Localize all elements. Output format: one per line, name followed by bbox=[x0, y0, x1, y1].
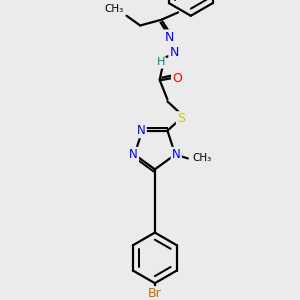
Text: N: N bbox=[129, 148, 138, 161]
Text: N: N bbox=[165, 31, 174, 44]
Text: N: N bbox=[172, 148, 181, 161]
Text: Br: Br bbox=[148, 287, 162, 300]
Text: H: H bbox=[157, 58, 165, 68]
Text: S: S bbox=[177, 112, 185, 125]
Text: N: N bbox=[137, 124, 146, 137]
Text: N: N bbox=[169, 46, 179, 59]
Text: O: O bbox=[172, 72, 182, 85]
Text: CH₃: CH₃ bbox=[193, 153, 212, 164]
Text: CH₃: CH₃ bbox=[104, 4, 124, 14]
